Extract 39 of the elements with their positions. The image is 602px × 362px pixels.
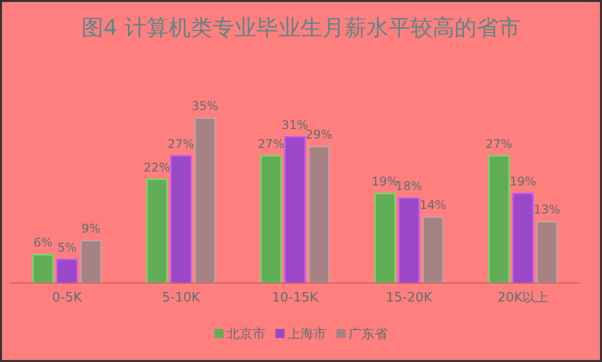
chart-title: 图4 计算机类专业毕业生月薪水平较高的省市 xyxy=(82,16,520,41)
data-label: 35% xyxy=(192,99,218,114)
bar xyxy=(56,258,78,284)
data-label: 31% xyxy=(282,118,308,132)
legend-label: 北京市 xyxy=(226,327,266,342)
bar xyxy=(536,220,558,284)
data-label: 9% xyxy=(81,222,101,236)
bar xyxy=(146,178,168,284)
legend-label: 上海市 xyxy=(288,327,326,342)
bar xyxy=(422,216,444,284)
x-tick-label: 15-20K xyxy=(386,290,433,306)
bar xyxy=(308,146,330,284)
bar xyxy=(374,192,396,284)
x-tick-label: 5-10K xyxy=(162,290,200,306)
data-label: 5% xyxy=(57,240,77,254)
x-tick-label: 10-15K xyxy=(272,290,319,306)
bar xyxy=(80,240,102,284)
data-label: 13% xyxy=(534,202,560,217)
data-label: 29% xyxy=(306,127,332,142)
data-label: 27% xyxy=(486,136,512,151)
bar xyxy=(512,192,534,284)
bar xyxy=(194,117,216,284)
x-tick-label: 20K以上 xyxy=(497,290,549,306)
data-label: 19% xyxy=(372,174,398,188)
bar xyxy=(398,197,420,284)
data-label: 18% xyxy=(396,179,422,194)
data-label: 19% xyxy=(510,174,536,188)
x-tick-label: 0-5K xyxy=(52,290,82,306)
data-label: 6% xyxy=(33,236,53,250)
data-label: 22% xyxy=(144,160,170,174)
bar xyxy=(284,136,306,284)
data-label: 27% xyxy=(258,136,284,151)
data-label: 27% xyxy=(168,136,194,151)
data-label: 14% xyxy=(420,198,446,212)
legend-label: 广东省 xyxy=(348,327,388,342)
bar xyxy=(170,155,192,284)
bar xyxy=(260,155,282,284)
bar xyxy=(488,155,510,284)
bar xyxy=(32,254,54,284)
